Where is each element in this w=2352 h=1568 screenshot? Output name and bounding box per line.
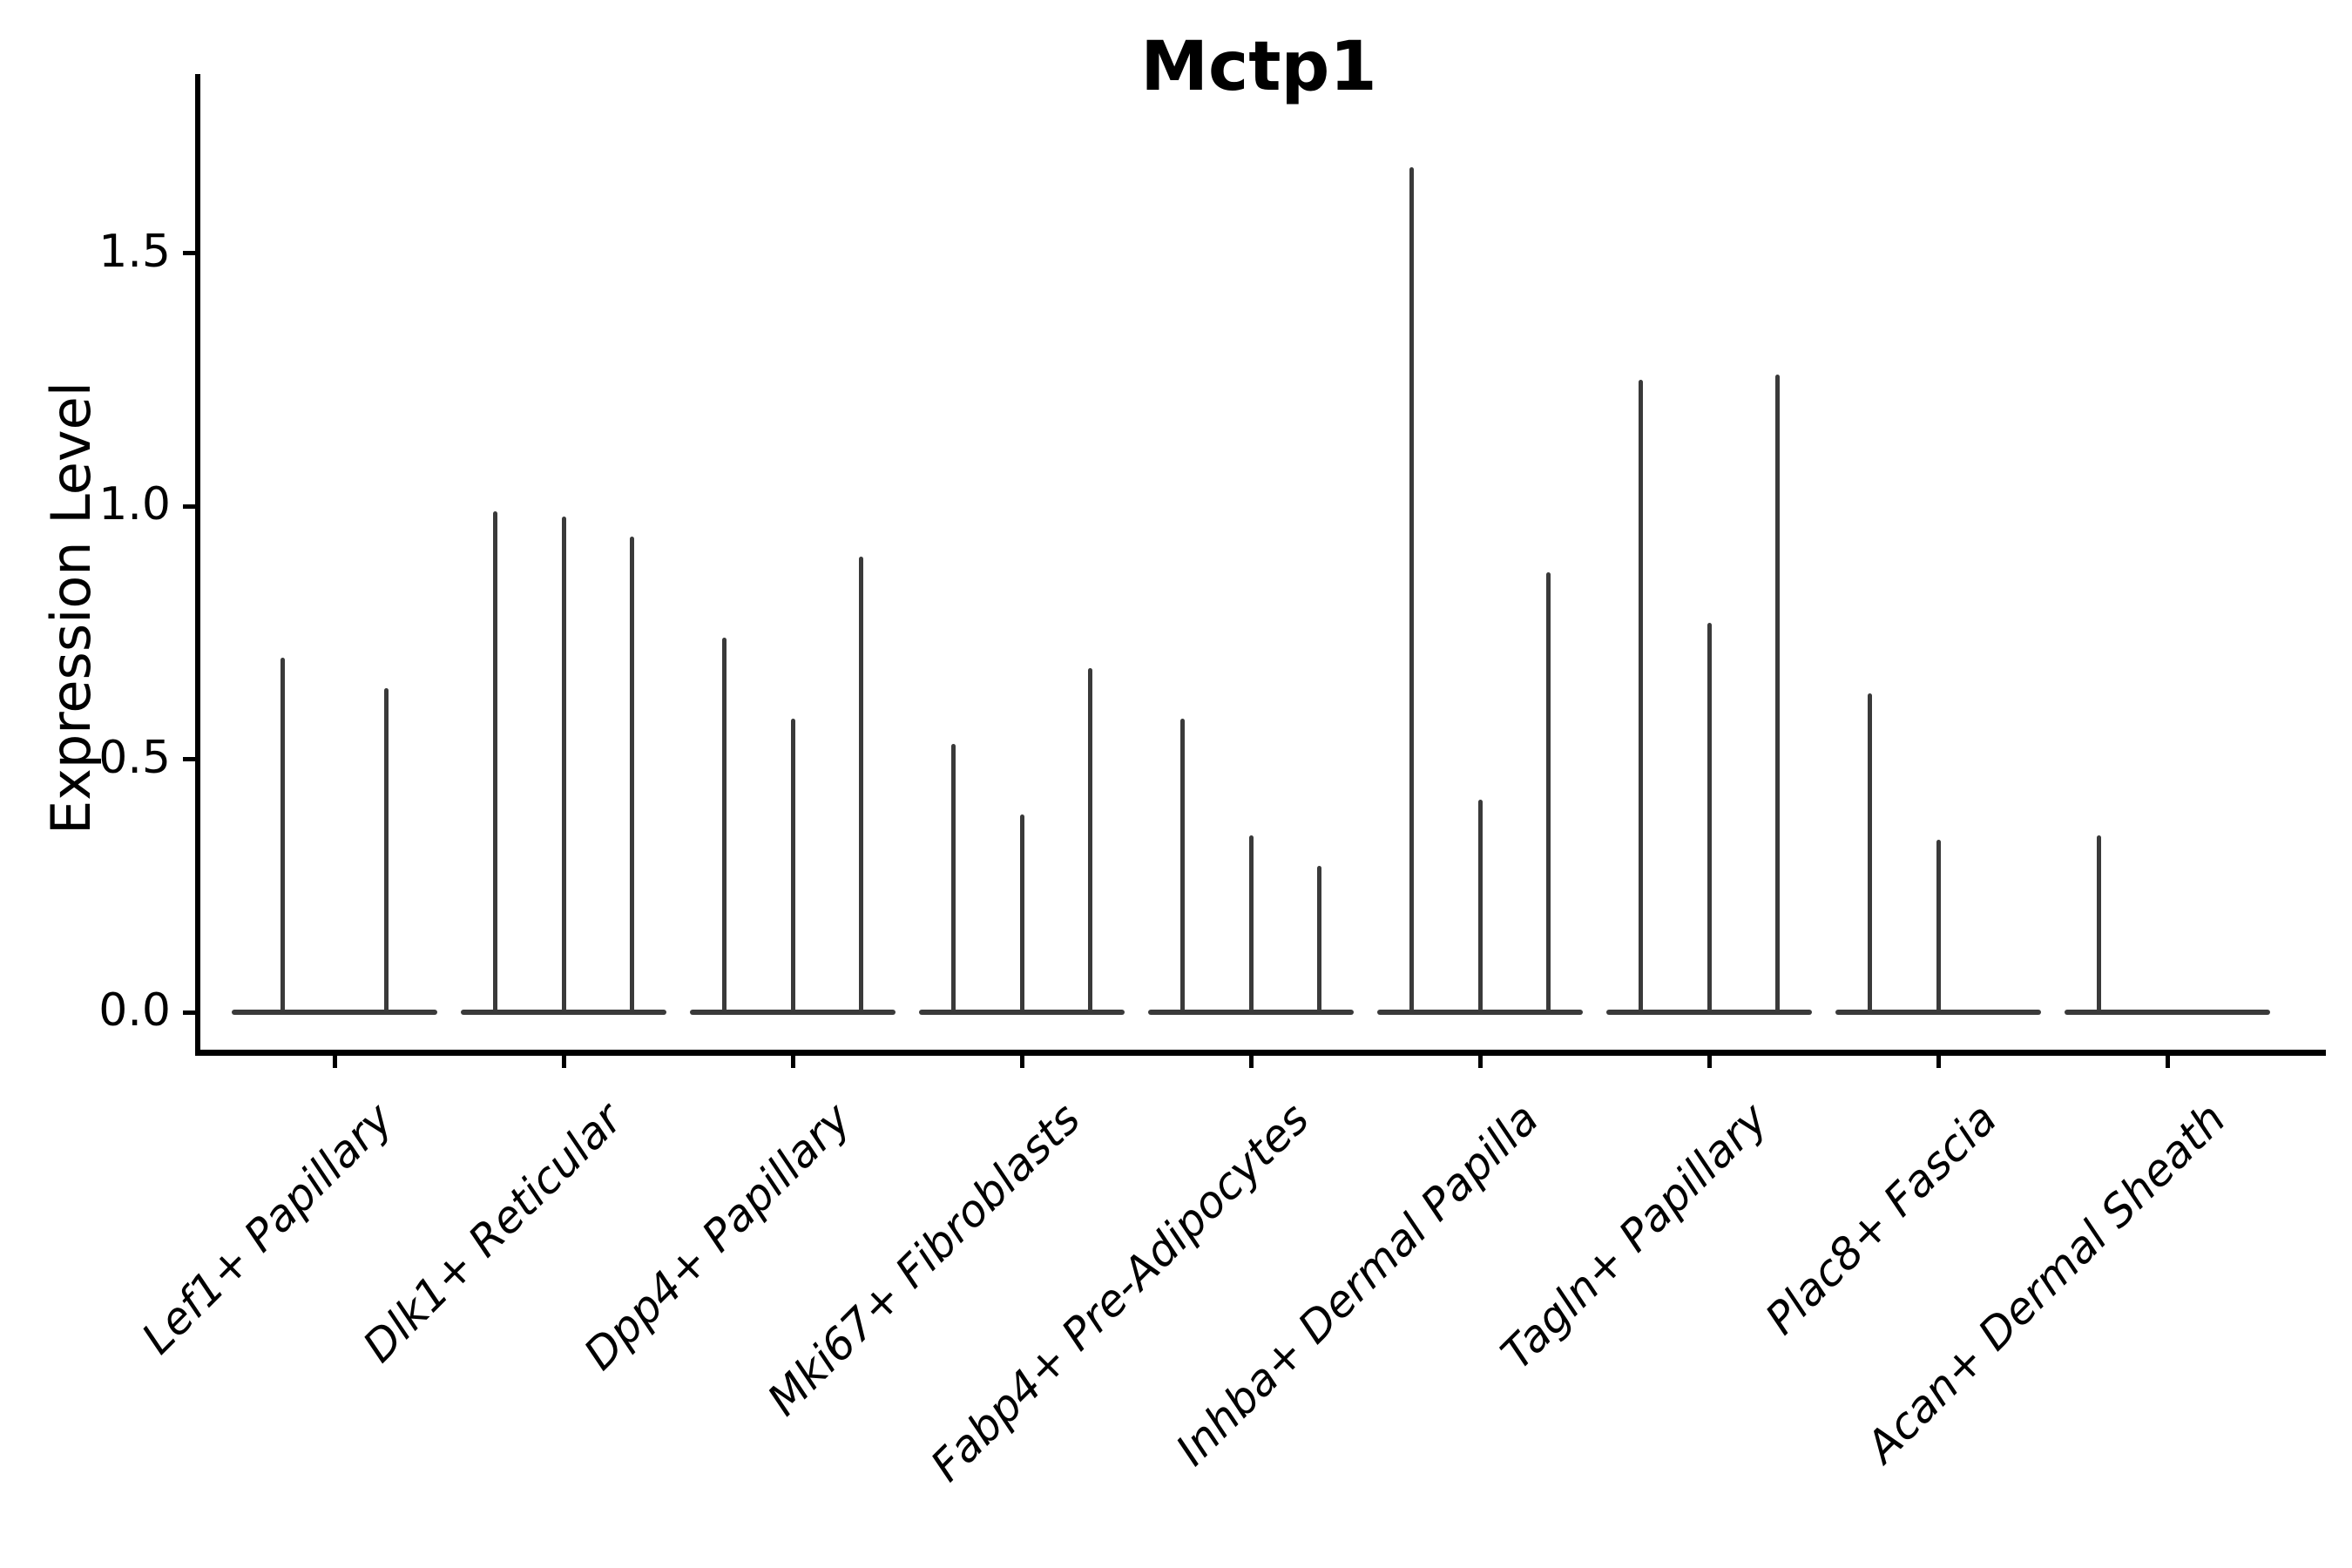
violin-spike — [383, 688, 389, 1015]
violin-spike — [1019, 814, 1024, 1015]
violin-spike — [1775, 374, 1781, 1015]
violin-spike — [790, 719, 795, 1015]
x-axis-category-label: Fabp4+ Pre-Adipocytes — [921, 1093, 1320, 1491]
violin-spike — [492, 510, 497, 1015]
violin-spike — [1867, 693, 1872, 1015]
y-tick-mark — [183, 251, 196, 255]
violin-spike — [2096, 835, 2101, 1015]
violin-spike — [280, 658, 286, 1015]
violin-spike — [859, 557, 864, 1015]
x-tick-mark — [1477, 1056, 1483, 1068]
x-tick-mark — [1248, 1056, 1254, 1068]
violin-spike — [1477, 799, 1483, 1015]
y-tick-label: 0.5 — [98, 731, 171, 784]
violin-spike — [1936, 840, 1941, 1015]
y-tick-label: 0.0 — [98, 983, 171, 1037]
x-tick-mark — [1936, 1056, 1941, 1068]
violin-spike — [1409, 166, 1414, 1015]
plot-title: Mctp1 — [1140, 28, 1377, 106]
y-tick-label: 1.5 — [98, 225, 171, 278]
violin-spike — [950, 744, 956, 1015]
x-axis-line — [195, 1050, 2326, 1056]
x-axis-category-label: Plac8+ Fascia — [1755, 1093, 2007, 1345]
violin-spike — [1707, 622, 1712, 1015]
violin-spike — [1317, 865, 1322, 1015]
x-axis-category-label: Lef1+ Papillary — [132, 1093, 403, 1364]
x-tick-mark — [1707, 1056, 1712, 1068]
y-tick-mark — [183, 1010, 196, 1015]
violin-spike — [1638, 379, 1643, 1015]
violin-spike — [721, 638, 727, 1015]
violin-baseline — [2064, 1010, 2271, 1015]
violin-spike — [630, 536, 635, 1015]
y-tick-mark — [183, 504, 196, 509]
violin-spike — [1546, 571, 1551, 1015]
violin-baseline — [231, 1010, 438, 1015]
violin-spike — [1248, 835, 1254, 1015]
x-tick-mark — [332, 1056, 337, 1068]
violin-spike — [1088, 667, 1093, 1015]
x-tick-mark — [561, 1056, 566, 1068]
y-tick-label: 1.0 — [98, 477, 171, 531]
violin-spike — [1179, 719, 1185, 1015]
violin-spike — [561, 516, 566, 1015]
x-tick-mark — [1019, 1056, 1024, 1068]
y-axis-line — [195, 74, 200, 1056]
x-tick-mark — [790, 1056, 795, 1068]
x-tick-mark — [2165, 1056, 2170, 1068]
y-tick-mark — [183, 757, 196, 761]
